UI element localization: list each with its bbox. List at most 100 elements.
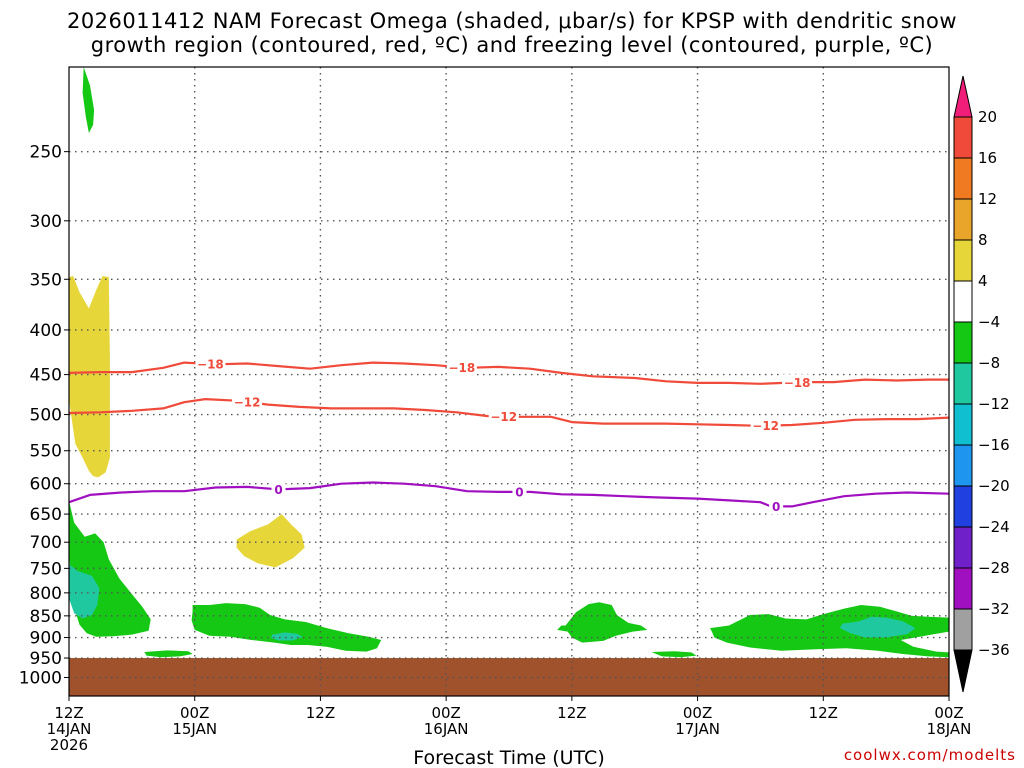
- colorbar-label-0: 20: [978, 108, 997, 126]
- dgz-minus18-label-bg-0: [195, 356, 226, 373]
- dgz-minus12-label-2: −12: [752, 419, 779, 433]
- dgz-minus18-label-0: −18: [197, 358, 224, 372]
- colorbar-top-arrow: [953, 75, 973, 118]
- y-tick-label-600: 600: [30, 475, 62, 495]
- colorbar-label-3: 8: [978, 231, 988, 249]
- y-tick-label-750: 750: [30, 559, 62, 579]
- colorbar-label-1: 16: [978, 149, 997, 167]
- x-tick-label-0-2: 14JAN: [47, 720, 92, 738]
- x-tick-label-1-2: 15JAN: [172, 720, 217, 738]
- x-tick-label-7-1: 00Z: [934, 704, 963, 722]
- freezing-0-label-bg-2: [769, 498, 784, 515]
- x-tick-label-1-1: 00Z: [180, 704, 209, 722]
- freezing-0-line: [69, 481, 949, 508]
- omega-yellow-mid: [236, 514, 305, 568]
- omega-cyan-center: [271, 632, 303, 641]
- colorbar-label-12: −32: [978, 600, 1010, 618]
- x-tick-label-5-2: 17JAN: [675, 720, 720, 738]
- y-tick-label-350: 350: [30, 270, 62, 290]
- colorbar-label-11: −28: [978, 559, 1010, 577]
- colorbar-segment-11: [953, 567, 973, 610]
- y-tick-label-650: 650: [30, 505, 62, 525]
- dgz-minus18-label-bg-2: [782, 374, 813, 391]
- contour-layer: −18 −18 −18 −12 −12 −12 0 0 0: [69, 356, 949, 515]
- x-tick-label-3-2: 16JAN: [424, 720, 469, 738]
- omega-green-center: [191, 603, 382, 652]
- colorbar-label-6: −8: [978, 354, 1000, 372]
- colorbar-segment-1: [953, 157, 973, 200]
- y-axis: 2503003504004505005506006507007508008509…: [19, 143, 69, 688]
- colorbar-segment-5: [953, 321, 973, 364]
- y-tick-label-500: 500: [30, 406, 62, 426]
- colorbar-bottom-arrow: [953, 649, 973, 693]
- x-tick-label-4-1: 12Z: [557, 704, 586, 722]
- x-tick-label-5-1: 00Z: [683, 704, 712, 722]
- y-tick-label-850: 850: [30, 607, 62, 627]
- x-tick-label-0-1: 12Z: [54, 704, 83, 722]
- y-tick-label-800: 800: [30, 584, 62, 604]
- colorbar-label-10: −24: [978, 518, 1010, 536]
- omega-green-right: [710, 605, 949, 658]
- dgz-minus18-label-1: −18: [448, 361, 475, 375]
- colorbar-label-9: −20: [978, 477, 1010, 495]
- y-tick-label-900: 900: [30, 629, 62, 649]
- x-axis-title: Forecast Time (UTC): [413, 747, 604, 768]
- omega-yellow-left: [69, 276, 110, 478]
- y-tick-label-550: 550: [30, 442, 62, 462]
- colorbar-segment-2: [953, 198, 973, 241]
- colorbar-segment-0: [953, 116, 973, 159]
- colorbar-segment-7: [953, 403, 973, 446]
- x-tick-label-7-2: 18JAN: [927, 720, 972, 738]
- y-tick-label-400: 400: [30, 321, 62, 341]
- omega-green-mid-small: [651, 651, 697, 658]
- x-tick-label-3-1: 00Z: [431, 704, 460, 722]
- colorbar-segment-9: [953, 485, 973, 528]
- colorbar-label-4: 4: [978, 272, 988, 290]
- omega-cyan-left: [69, 564, 100, 619]
- omega-cyan-right: [840, 616, 916, 638]
- freezing-0-label-2: 0: [772, 500, 780, 514]
- colorbar-segment-3: [953, 239, 973, 282]
- colorbar-label-2: 12: [978, 190, 997, 208]
- colorbar-segment-12: [953, 608, 973, 651]
- y-tick-label-450: 450: [30, 366, 62, 386]
- chart-title-line2: growth region (contoured, red, ºC) and f…: [90, 33, 934, 57]
- x-tick-label-2-1: 12Z: [306, 704, 335, 722]
- plot-frame: [68, 66, 950, 697]
- colorbar-label-5: −4: [978, 313, 1000, 331]
- freezing-0-label-bg-0: [271, 481, 286, 498]
- dgz-minus12-label-bg-2: [750, 417, 781, 434]
- x-tick-label-6-1: 12Z: [809, 704, 838, 722]
- omega-green-top: [82, 67, 95, 133]
- dgz-minus12-label-1: −12: [490, 410, 517, 424]
- colorbar-label-8: −16: [978, 436, 1010, 454]
- colorbar: 20 16 12 8 4 −4 −8 −12 −16 −20 −24 −28 −32 −36: [953, 75, 1010, 693]
- colorbar-segment-6: [953, 362, 973, 405]
- x-tick-label-0-3: 2026: [50, 736, 88, 754]
- colorbar-segment-4: [953, 280, 973, 323]
- y-tick-label-1000: 1000: [19, 668, 62, 688]
- omega-green-mid: [557, 602, 648, 643]
- y-tick-label-950: 950: [30, 649, 62, 669]
- colorbar-segment-8: [953, 444, 973, 487]
- dgz-minus18-label-bg-1: [446, 359, 477, 376]
- chart-title-line1: 2026011412 NAM Forecast Omega (shaded, μ…: [66, 9, 958, 33]
- freezing-0-label-0: 0: [274, 483, 282, 497]
- y-tick-label-700: 700: [30, 533, 62, 553]
- dgz-minus12-label-0: −12: [234, 395, 261, 409]
- freezing-0-label-bg-1: [512, 483, 527, 500]
- colorbar-label-13: −36: [978, 641, 1010, 659]
- y-tick-label-300: 300: [30, 212, 62, 232]
- dgz-minus18-label-2: −18: [784, 376, 811, 390]
- colorbar-segment-10: [953, 526, 973, 569]
- grid-layer: [69, 67, 949, 696]
- freezing-0-label-1: 0: [515, 485, 523, 499]
- credit-text: coolwx.com/modelts: [844, 746, 1016, 764]
- omega-shading-layer: [69, 67, 949, 658]
- colorbar-label-7: −12: [978, 395, 1010, 413]
- dgz-minus12-label-bg-0: [232, 393, 263, 410]
- dgz-minus12-label-bg-1: [488, 408, 519, 425]
- omega-green-small-left: [144, 650, 193, 658]
